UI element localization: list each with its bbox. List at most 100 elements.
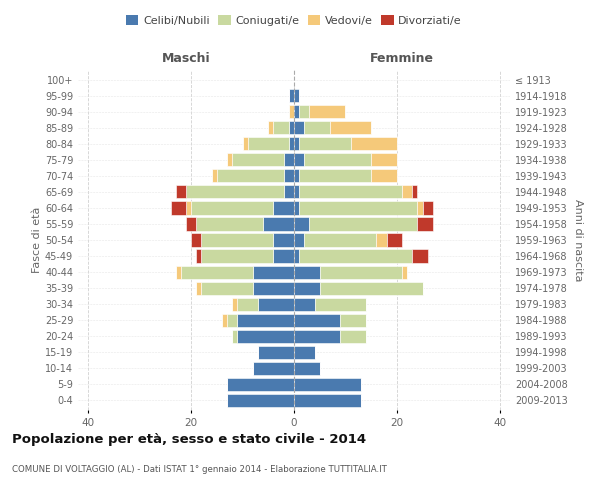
Bar (294, 202, 299, 214)
Bar (299, 202, 418, 214)
Bar (304, 121, 330, 134)
Bar (238, 330, 294, 343)
Bar (320, 282, 422, 294)
Bar (186, 218, 196, 230)
Bar (402, 266, 407, 278)
Bar (294, 121, 304, 134)
Bar (299, 105, 310, 118)
Bar (314, 298, 366, 310)
Bar (294, 298, 314, 310)
Bar (227, 394, 294, 407)
Bar (248, 137, 289, 150)
Bar (274, 250, 294, 262)
Legend: Celibi/Nubili, Coniugati/e, Vedovi/e, Divorziati/e: Celibi/Nubili, Coniugati/e, Vedovi/e, Di… (122, 10, 466, 30)
Bar (289, 89, 294, 102)
Bar (294, 282, 320, 294)
Bar (294, 153, 304, 166)
Bar (263, 218, 294, 230)
Bar (299, 186, 402, 198)
Bar (238, 314, 294, 327)
Bar (289, 121, 294, 134)
Bar (284, 170, 294, 182)
Bar (330, 121, 371, 134)
Bar (289, 105, 294, 118)
Bar (232, 298, 238, 310)
Bar (191, 234, 202, 246)
Bar (412, 186, 418, 198)
Bar (181, 266, 253, 278)
Text: COMUNE DI VOLTAGGIO (AL) - Dati ISTAT 1° gennaio 2014 - Elaborazione TUTTITALIA.: COMUNE DI VOLTAGGIO (AL) - Dati ISTAT 1°… (12, 466, 387, 474)
Bar (304, 234, 376, 246)
Bar (202, 282, 253, 294)
Bar (176, 186, 186, 198)
Text: Popolazione per età, sesso e stato civile - 2014: Popolazione per età, sesso e stato civil… (12, 432, 366, 446)
Bar (202, 234, 274, 246)
Bar (310, 218, 418, 230)
Bar (371, 153, 397, 166)
Bar (274, 234, 294, 246)
Bar (340, 330, 366, 343)
Bar (274, 202, 294, 214)
Bar (253, 266, 294, 278)
Bar (310, 105, 346, 118)
Bar (222, 314, 227, 327)
Bar (294, 330, 340, 343)
Bar (196, 250, 202, 262)
Bar (294, 378, 361, 391)
Y-axis label: Fasce di età: Fasce di età (32, 207, 42, 273)
Bar (258, 298, 294, 310)
Bar (294, 170, 299, 182)
Bar (294, 105, 299, 118)
Bar (196, 282, 202, 294)
Bar (299, 137, 350, 150)
Bar (294, 137, 299, 150)
Bar (422, 202, 433, 214)
Bar (340, 314, 366, 327)
Bar (418, 218, 433, 230)
Text: Maschi: Maschi (161, 52, 211, 65)
Bar (294, 346, 314, 359)
Bar (386, 234, 402, 246)
Bar (402, 186, 412, 198)
Bar (268, 121, 274, 134)
Bar (227, 314, 238, 327)
Text: Femmine: Femmine (370, 52, 434, 65)
Bar (232, 153, 284, 166)
Bar (418, 202, 422, 214)
Bar (253, 282, 294, 294)
Bar (217, 170, 284, 182)
Bar (371, 170, 397, 182)
Bar (294, 186, 299, 198)
Bar (212, 170, 217, 182)
Bar (227, 378, 294, 391)
Bar (320, 266, 402, 278)
Bar (274, 121, 289, 134)
Bar (242, 137, 248, 150)
Bar (299, 170, 371, 182)
Bar (304, 153, 371, 166)
Bar (227, 153, 232, 166)
Bar (258, 346, 294, 359)
Bar (376, 234, 386, 246)
Bar (186, 186, 284, 198)
Bar (253, 362, 294, 375)
Bar (284, 153, 294, 166)
Y-axis label: Anni di nascita: Anni di nascita (573, 198, 583, 281)
Bar (294, 314, 340, 327)
Bar (170, 202, 186, 214)
Bar (232, 330, 238, 343)
Bar (191, 202, 274, 214)
Bar (294, 234, 304, 246)
Bar (176, 266, 181, 278)
Bar (202, 250, 274, 262)
Bar (196, 218, 263, 230)
Bar (289, 137, 294, 150)
Bar (294, 218, 310, 230)
Bar (284, 186, 294, 198)
Bar (186, 202, 191, 214)
Bar (294, 362, 320, 375)
Bar (299, 250, 412, 262)
Bar (238, 298, 258, 310)
Bar (294, 250, 299, 262)
Bar (294, 266, 320, 278)
